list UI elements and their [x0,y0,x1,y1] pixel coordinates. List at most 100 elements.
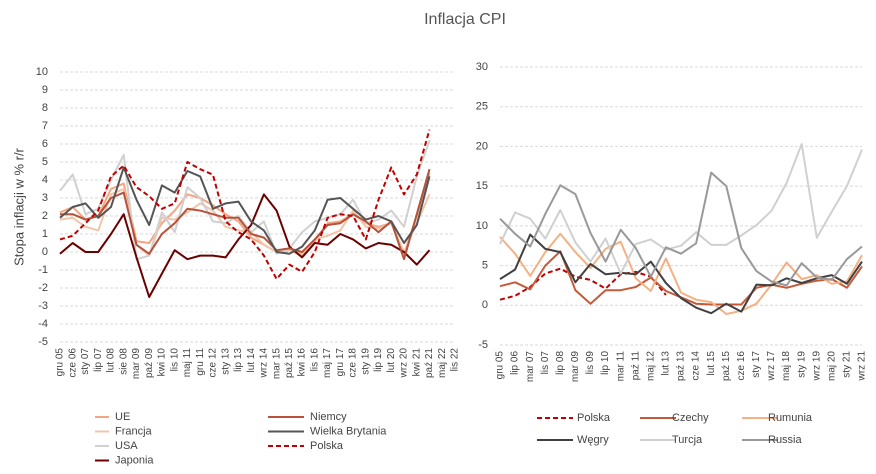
x-tick-label: mar 09 [131,348,142,380]
x-tick-label: lut 14 [246,348,257,373]
x-tick-label: paź 15 [721,351,732,381]
y-tick-label: 15 [476,180,488,192]
legend-label: Turcja [672,434,703,446]
legend-label: Niemcy [310,411,347,423]
x-tick-label: lis 07 [540,351,551,375]
x-tick-label: mar 09 [570,351,581,383]
y-tick-label: 10 [476,220,488,232]
x-tick-label: lip 13 [233,348,244,372]
x-tick-label: lip 19 [373,348,384,372]
y-tick-label: -1 [38,264,48,276]
x-tick-label: cze 12 [208,348,219,378]
series-line [60,168,431,261]
x-tick-label: paź 09 [144,348,155,378]
y-tick-label: 30 [476,61,488,73]
y-tick-label: -2 [38,282,48,294]
series-line [59,129,431,280]
x-tick-label: lip 10 [600,351,611,375]
x-tick-label: maj 12 [645,351,656,381]
y-tick-label: 20 [476,140,488,152]
x-tick-label: lis 22 [450,348,461,372]
x-tick-label: wrz 14 [259,348,270,379]
legend-label: Francja [115,425,153,437]
y-tick-label: 5 [42,156,48,168]
x-tick-label: mar 15 [271,348,282,380]
y-tick-label: 7 [42,120,48,132]
x-tick-label: sty 07 [80,348,91,375]
x-tick-label: paź 13 [676,351,687,381]
x-tick-label: wrz 21 [857,351,868,382]
y-tick-label: 10 [36,66,48,78]
series-line [499,233,863,315]
series-line [499,232,863,315]
x-tick-label: maj 17 [322,348,333,378]
y-tick-label: 3 [42,192,48,204]
x-tick-label: lis 10 [169,348,180,372]
series-line [499,143,863,275]
y-tick-label: 25 [476,101,488,113]
x-tick-label: gru 17 [335,348,346,377]
x-tick-label: lip 06 [510,351,521,375]
x-tick-label: cze 16 [736,351,747,381]
legend-label: Rumunia [768,412,813,424]
x-tick-label: wrz 19 [811,351,822,382]
y-tick-label: 4 [42,174,48,186]
y-tick-label: -5 [38,336,48,348]
x-tick-label: gru 05 [55,348,66,377]
x-tick-label: sty 21 [842,351,853,378]
x-tick-label: lut 15 [706,351,717,376]
y-tick-label: -3 [38,300,48,312]
x-tick-label: kwi 16 [297,348,308,377]
series-line [59,166,431,255]
x-tick-label: sie 08 [118,348,129,375]
legend-label: UE [115,411,130,423]
x-tick-label: gru 05 [495,351,506,380]
legend-label: Węgry [577,434,609,446]
y-axis-label: Stopa inflacji w % r/r [11,147,26,265]
x-tick-label: maj 22 [437,348,448,378]
y-tick-label: 6 [42,138,48,150]
legend-label: Polska [310,440,344,452]
x-tick-label: wrz 17 [766,351,777,382]
y-tick-label: -4 [38,318,48,330]
x-tick-label: sty 19 [360,348,371,375]
y-tick-label: 9 [42,84,48,96]
y-tick-label: 1 [42,228,48,240]
series-line [59,140,431,261]
x-tick-label: maj 20 [826,351,837,381]
x-tick-label: lut 13 [661,351,672,376]
x-tick-label: cze 14 [691,351,702,381]
x-tick-label: mar 11 [615,351,626,382]
x-tick-label: sty 19 [796,351,807,378]
legend-label: Japonia [115,454,154,466]
y-tick-label: 0 [42,246,48,258]
x-tick-label: mar 07 [525,351,536,383]
y-tick-label: 2 [42,210,48,222]
x-tick-label: paź 11 [630,351,641,381]
x-tick-label: kwi 21 [411,348,422,377]
x-tick-label: kwi 10 [157,348,168,377]
y-tick-label: 8 [42,102,48,114]
y-tick-label: -5 [478,339,488,351]
chart-title: Inflacja CPI [424,11,506,28]
x-tick-label: lis 16 [309,348,320,372]
x-tick-label: lip 08 [555,351,566,375]
x-tick-label: maj 18 [781,351,792,381]
x-tick-label: sty 13 [220,348,231,375]
legend-label: Wielka Brytania [310,425,387,437]
x-tick-label: gru 11 [195,348,206,376]
x-tick-label: paź 21 [424,348,435,378]
y-tick-label: 5 [482,259,488,271]
x-tick-label: maj 11 [182,348,193,378]
legend-label: Polska [577,412,611,424]
legend-label: Czechy [672,412,709,424]
x-tick-label: paź 15 [284,348,295,378]
x-tick-label: lip 07 [93,348,104,372]
legend-label: USA [115,440,138,452]
x-tick-label: lut 08 [106,348,117,373]
x-tick-label: lis 09 [585,351,596,375]
legend-label: Russia [768,434,803,446]
x-tick-label: cze 18 [348,348,359,378]
series-line [499,171,863,287]
